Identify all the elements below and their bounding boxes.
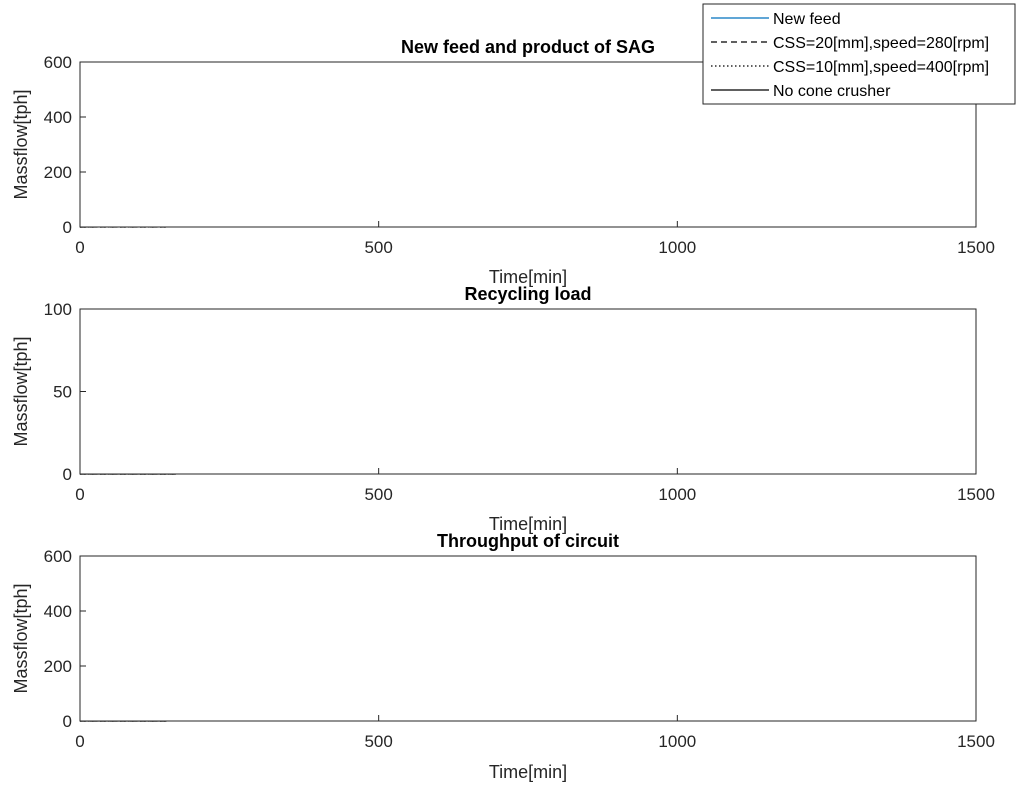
y-tick-label: 0 bbox=[63, 712, 72, 731]
x-tick-label: 1000 bbox=[658, 238, 696, 257]
y-tick-label: 0 bbox=[63, 465, 72, 484]
y-axis-label: Massflow[tph] bbox=[11, 336, 31, 446]
y-tick-label: 100 bbox=[44, 300, 72, 319]
legend-label: New feed bbox=[773, 11, 841, 28]
panel-recycling-load: 0 500 1000 1500 0 50 100 Recycling load Time[min… bbox=[11, 284, 995, 534]
x-tick-label: 500 bbox=[364, 485, 392, 504]
x-tick-label: 0 bbox=[75, 732, 84, 751]
panel-throughput: 0 500 1000 1500 0 200 400 600 Throughput of circ… bbox=[11, 531, 995, 782]
x-tick-label: 500 bbox=[364, 732, 392, 751]
legend-label: No cone crusher bbox=[773, 83, 891, 100]
x-tick-label: 1000 bbox=[658, 485, 696, 504]
y-tick-label: 200 bbox=[44, 163, 72, 182]
chart-title: New feed and product of SAG bbox=[401, 37, 655, 57]
x-tick-label: 0 bbox=[75, 238, 84, 257]
y-axis-label: Massflow[tph] bbox=[11, 583, 31, 693]
legend-label: CSS=10[mm],speed=400[rpm] bbox=[773, 59, 989, 76]
chart-title: Throughput of circuit bbox=[437, 531, 619, 551]
legend-label: CSS=20[mm],speed=280[rpm] bbox=[773, 35, 989, 52]
x-tick-label: 1500 bbox=[957, 732, 995, 751]
y-tick-label: 0 bbox=[63, 218, 72, 237]
legend-box bbox=[702, 3, 1016, 105]
y-tick-label: 600 bbox=[44, 547, 72, 566]
y-tick-label: 50 bbox=[53, 383, 72, 402]
y-tick-label: 400 bbox=[44, 108, 72, 127]
y-tick-label: 200 bbox=[44, 657, 72, 676]
x-tick-label: 1000 bbox=[658, 732, 696, 751]
axes-box bbox=[79, 555, 977, 722]
y-tick-label: 400 bbox=[44, 602, 72, 621]
axes-box bbox=[79, 308, 977, 475]
chart-title: Recycling load bbox=[464, 284, 591, 304]
x-tick-label: 1500 bbox=[957, 485, 995, 504]
y-axis-label: Massflow[tph] bbox=[11, 89, 31, 199]
y-tick-label: 600 bbox=[44, 53, 72, 72]
x-axis-label: Time[min] bbox=[489, 762, 567, 782]
x-tick-label: 500 bbox=[364, 238, 392, 257]
x-tick-label: 0 bbox=[75, 485, 84, 504]
x-axis-label: Time[min] bbox=[489, 514, 567, 534]
x-tick-label: 1500 bbox=[957, 238, 995, 257]
x-axis-label: Time[min] bbox=[489, 267, 567, 287]
legend: New feed CSS=20[mm],speed=280[rpm] CSS=10[… bbox=[702, 3, 1016, 105]
